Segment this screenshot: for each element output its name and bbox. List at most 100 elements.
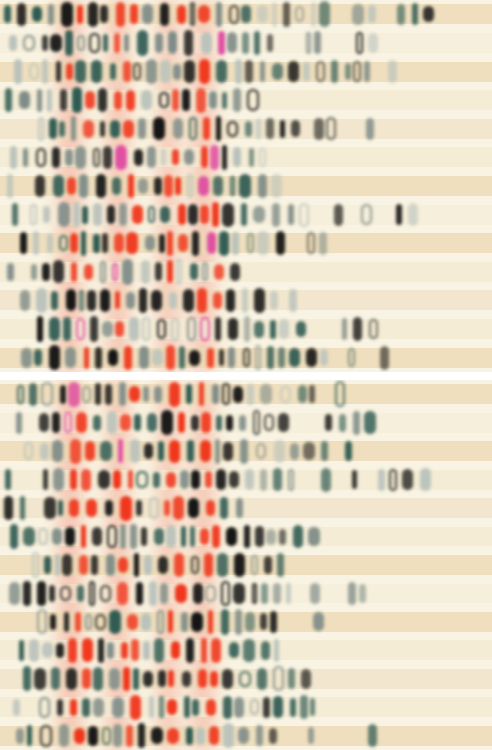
blurred-capsule [38,116,45,141]
blurred-capsule [305,348,318,367]
blurred-capsule [178,346,186,370]
blurred-capsule [233,553,246,577]
blurred-capsule [190,414,200,431]
blurred-capsule [65,667,77,691]
blurred-capsule [273,666,284,692]
blurred-capsule [253,206,265,223]
blurred-capsule [133,667,140,691]
blurred-capsule [220,496,228,520]
blurred-capsule [54,554,61,576]
blurred-capsule [4,469,11,490]
blurred-capsule [23,580,31,607]
blurred-capsule [302,62,310,81]
blurred-capsule [379,345,389,370]
blurred-capsule [114,291,121,310]
blurred-capsule [72,87,82,113]
blurred-capsule [143,555,152,575]
blurred-capsule [28,62,39,81]
blurred-capsule [423,6,434,23]
blurred-capsule [396,3,406,25]
blurred-capsule [74,60,86,84]
blurred-capsule [138,118,146,140]
blurred-capsule [90,316,99,342]
blurred-capsule [247,233,255,254]
blurred-capsule [92,202,102,227]
blurred-capsule [87,290,97,311]
blurred-capsule [84,346,90,369]
blurred-capsule [51,440,64,463]
blurred-capsule [133,413,142,432]
blurred-capsule [197,176,209,196]
blurred-capsule [210,638,222,663]
blurred-capsule [146,413,158,433]
blurred-capsule [22,666,32,692]
blurred-capsule [254,320,264,338]
blurred-capsule [177,203,187,226]
blurred-capsule [234,59,242,84]
blurred-capsule [161,149,167,166]
blurred-capsule [191,612,204,632]
blurred-capsule [49,585,55,602]
blurred-capsule [88,725,98,746]
blurred-capsule [135,582,143,605]
blurred-capsule [147,146,157,169]
blurred-capsule [120,414,131,432]
blurred-capsule [59,235,68,252]
blurred-capsule [150,290,163,311]
blurred-capsule [101,233,109,254]
blurred-capsule [28,382,38,406]
blurred-capsule [238,414,246,431]
blurred-capsule [35,147,47,168]
blurred-capsule [159,59,171,84]
blurred-capsule [278,413,289,432]
blurred-capsule [172,149,179,166]
blurred-capsule [68,498,79,518]
blurred-capsule [92,697,105,718]
horizontal-stripe [0,347,492,368]
blurred-capsule [148,580,157,606]
blurred-capsule [168,381,180,407]
blurred-capsule [35,288,48,313]
blurred-capsule [287,203,295,226]
blurred-capsule [129,386,140,403]
blurred-capsule [57,202,70,227]
blurred-capsule [221,668,234,689]
blurred-capsule [228,5,240,24]
blurred-capsule [367,5,376,24]
blurred-capsule [138,287,147,314]
blurred-capsule [85,91,95,109]
blurred-capsule [70,699,77,716]
blurred-capsule [222,91,228,109]
blurred-capsule [92,414,102,431]
blurred-capsule [197,5,210,24]
blurred-capsule [167,727,179,744]
blurred-capsule [48,3,54,25]
blurred-capsule [218,230,230,256]
blurred-capsule [8,34,17,52]
blurred-capsule [71,116,77,142]
blurred-capsule [185,726,193,745]
blurred-capsule [106,205,116,225]
blurred-capsule [114,90,123,110]
blurred-capsule [251,582,258,605]
blurred-capsule [127,613,138,631]
blurred-capsule [20,290,31,311]
blurred-capsule [111,177,122,195]
blurred-capsule [234,696,245,718]
blurred-capsule [90,59,103,84]
blurred-capsule [44,497,56,520]
blurred-capsule [55,61,61,82]
blurred-capsule [233,88,241,112]
blurred-capsule [63,612,69,632]
blurred-capsule [64,412,72,434]
blurred-capsule [257,668,268,690]
blurred-capsule [182,89,190,112]
blurred-capsule [23,34,36,51]
blurred-capsule [318,231,327,255]
blurred-capsule [106,411,118,435]
blurred-capsule [279,385,292,403]
blurred-capsule [310,1,317,27]
blurred-capsule [227,32,238,54]
blurred-capsule [182,288,195,313]
blurred-capsule [63,316,71,342]
